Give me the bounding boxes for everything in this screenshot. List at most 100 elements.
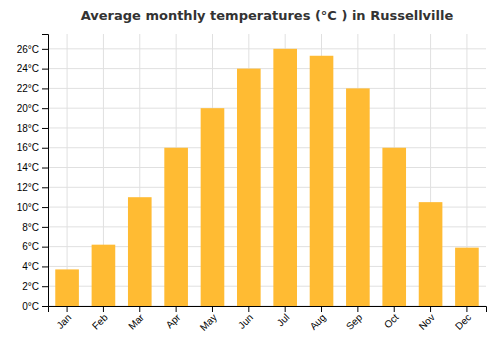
tick: 4°C	[22, 261, 48, 272]
tick: 24°C	[17, 63, 48, 74]
tick-mark	[42, 266, 48, 267]
tick-label: Jul	[275, 312, 292, 329]
tick-label: Oct	[382, 312, 401, 331]
grid-line	[48, 147, 486, 148]
bar	[92, 245, 116, 306]
tick-label: 6°C	[22, 241, 39, 252]
tick: Sep	[344, 306, 365, 332]
grid-line	[48, 88, 486, 89]
bar	[55, 269, 79, 306]
tick: 22°C	[17, 83, 48, 94]
tick: 20°C	[17, 103, 48, 114]
grid-line	[48, 187, 486, 188]
tick: 0°C	[22, 301, 48, 312]
tick: May	[198, 306, 219, 333]
tick-mark	[176, 306, 177, 312]
bar	[237, 69, 261, 306]
tick-label: 4°C	[22, 261, 39, 272]
chart: Average monthly temperatures (°C ) in Ru…	[0, 0, 500, 350]
tick-label: Apr	[164, 311, 183, 330]
tick-mark	[212, 306, 213, 312]
tick-label: Jun	[236, 312, 255, 331]
tick-label: Aug	[308, 312, 328, 332]
tick-label: 18°C	[17, 123, 39, 134]
axis-line	[42, 35, 49, 307]
bar	[310, 56, 334, 306]
tick-label: 2°C	[22, 281, 39, 292]
tick: Feb	[90, 306, 110, 332]
grid	[48, 34, 486, 306]
tick: 18°C	[17, 123, 48, 134]
tick-mark	[103, 306, 104, 312]
tick: Nov	[417, 306, 437, 332]
y-axis: 0°C2°C4°C6°C8°C10°C12°C14°C16°C18°C20°C2…	[17, 35, 49, 312]
tick: 26°C	[17, 44, 48, 55]
tick-mark	[357, 306, 358, 312]
tick: 14°C	[17, 162, 48, 173]
tick-mark	[42, 128, 48, 129]
grid-line	[48, 68, 486, 69]
bar	[273, 49, 297, 306]
tick-mark	[42, 227, 48, 228]
bars	[55, 49, 478, 306]
grid-line	[67, 34, 68, 306]
tick: Oct	[382, 306, 401, 330]
tick: 6°C	[22, 241, 48, 252]
tick-label: 8°C	[22, 222, 39, 233]
tick-mark	[42, 247, 48, 248]
tick-mark	[42, 286, 48, 287]
tick-mark	[321, 306, 322, 312]
tick: 12°C	[17, 182, 48, 193]
axis-line	[49, 307, 487, 313]
tick: Jan	[54, 306, 73, 331]
tick: Dec	[453, 306, 473, 332]
tick-label: 0°C	[22, 301, 39, 312]
tick-label: Nov	[417, 312, 437, 332]
tick-mark	[285, 306, 286, 312]
tick-mark	[42, 187, 48, 188]
tick-label: Jan	[54, 312, 73, 331]
tick: Apr	[164, 306, 183, 330]
bar	[164, 148, 188, 306]
tick-label: Sep	[344, 311, 365, 332]
tick-label: 14°C	[17, 162, 39, 173]
tick-mark	[42, 108, 48, 109]
bar	[201, 108, 225, 306]
tick-mark	[67, 306, 68, 312]
plot: 0°C2°C4°C6°C8°C10°C12°C14°C16°C18°C20°C2…	[17, 34, 487, 333]
bar	[455, 248, 479, 306]
grid-line	[48, 127, 486, 128]
grid-line	[48, 108, 486, 109]
bar	[382, 148, 406, 306]
x-axis: Jan Feb Mar Apr May Jun Jul Aug Sep Oct Nov Dec	[49, 306, 487, 333]
tick-mark	[42, 148, 48, 149]
tick: Aug	[308, 306, 328, 332]
tick-label: 22°C	[17, 83, 39, 94]
tick-label: Mar	[126, 311, 146, 331]
tick-label: May	[198, 312, 219, 333]
tick-label: 12°C	[17, 182, 39, 193]
grid-line	[48, 167, 486, 168]
tick-label: 20°C	[17, 103, 39, 114]
tick-mark	[42, 88, 48, 89]
tick: 8°C	[22, 222, 48, 233]
tick-mark	[42, 69, 48, 70]
grid-line	[48, 48, 486, 49]
tick: 16°C	[17, 142, 48, 153]
tick-mark	[42, 306, 48, 307]
tick-label: Feb	[90, 311, 110, 331]
tick-mark	[42, 49, 48, 50]
tick: Jun	[236, 306, 255, 331]
bar	[419, 202, 443, 306]
tick-mark	[466, 306, 467, 312]
tick-label: Dec	[453, 312, 473, 332]
tick: 2°C	[22, 281, 48, 292]
bar	[346, 88, 370, 306]
tick-label: 24°C	[17, 63, 39, 74]
bar	[128, 197, 152, 306]
tick-mark	[430, 306, 431, 312]
tick-label: 16°C	[17, 142, 39, 153]
tick: Mar	[126, 306, 146, 332]
tick-mark	[394, 306, 395, 312]
tick: Jul	[275, 306, 292, 328]
